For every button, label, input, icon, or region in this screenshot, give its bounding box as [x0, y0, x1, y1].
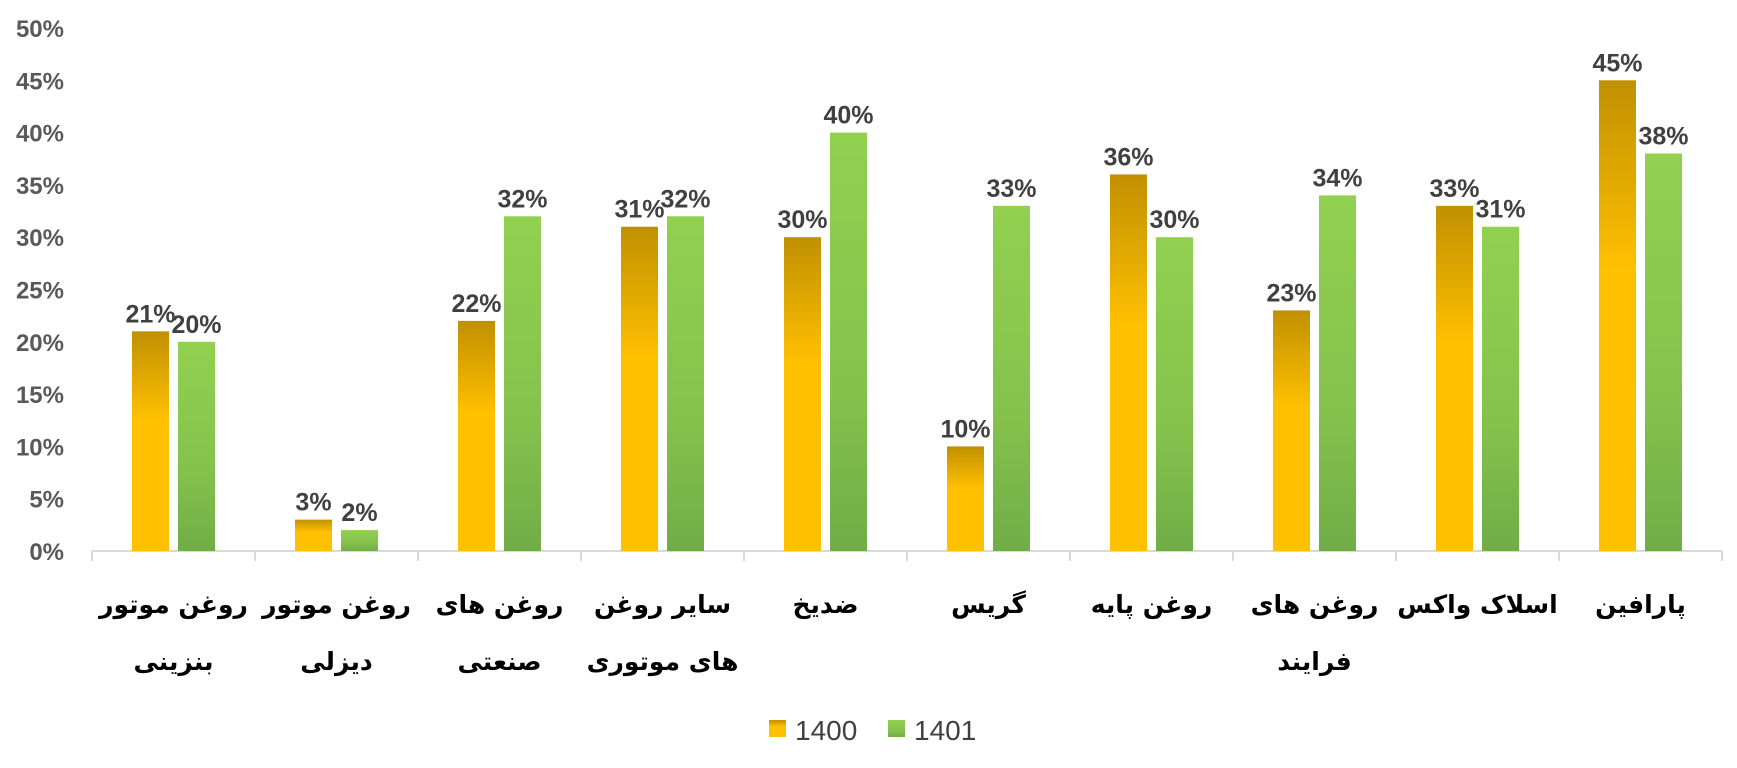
bar-1400: [947, 446, 984, 551]
data-label-1401: 31%: [1475, 196, 1525, 224]
legend: 1400 1401: [769, 715, 976, 746]
y-tick-label: 50%: [16, 16, 64, 43]
legend-swatch-1400: [769, 720, 786, 737]
x-axis: [91, 550, 1723, 561]
bar-1400: [458, 320, 495, 551]
bar-1400: [621, 226, 658, 552]
category-label: سایر روغن: [594, 590, 731, 620]
data-label-1401: 2%: [341, 499, 377, 527]
data-label-1400: 23%: [1266, 279, 1316, 307]
data-label-1400: 31%: [614, 196, 664, 224]
data-label-1401: 40%: [823, 102, 873, 130]
y-tick-label: 25%: [16, 278, 64, 305]
data-label-1400: 30%: [777, 206, 827, 234]
data-label-1400: 21%: [125, 300, 175, 328]
data-label-1400: 22%: [451, 290, 501, 318]
data-label-1401: 32%: [660, 185, 710, 213]
bar-1401: [1645, 153, 1682, 551]
bars: [132, 80, 1682, 552]
y-tick-label: 5%: [29, 487, 64, 514]
data-label-1401: 20%: [171, 311, 221, 339]
y-tick-label: 30%: [16, 225, 64, 252]
data-label-1401: 34%: [1312, 164, 1362, 192]
category-label: های موتوری: [587, 647, 739, 677]
bar-1400: [1436, 205, 1473, 551]
bar-1401: [341, 530, 378, 551]
y-tick-label: 45%: [16, 68, 64, 95]
data-label-1401: 38%: [1638, 123, 1688, 151]
data-label-1400: 3%: [295, 489, 331, 517]
category-label: فرایند: [1277, 647, 1352, 677]
category-label: گریس: [951, 590, 1026, 620]
bar-1401: [1319, 195, 1356, 552]
category-label: روغن موتور: [260, 590, 411, 620]
bar-1400: [132, 331, 169, 551]
category-label: ضدیخ: [792, 590, 858, 620]
category-label: اسلاک واکس: [1397, 590, 1557, 620]
data-label-1401: 30%: [1149, 206, 1199, 234]
data-label-1400: 36%: [1103, 143, 1153, 171]
y-tick-label: 35%: [16, 173, 64, 200]
category-label: روغن های: [436, 590, 564, 620]
y-tick-label: 40%: [16, 121, 64, 148]
y-axis: 0% 5% 10% 15% 20% 25% 30% 35% 40% 45% 50%: [16, 16, 64, 566]
data-label-1400: 33%: [1429, 175, 1479, 203]
y-tick-label: 10%: [16, 434, 64, 461]
bar-1400: [295, 519, 332, 551]
data-label-1401: 33%: [986, 175, 1036, 203]
legend-label-1400: 1400: [795, 715, 857, 746]
category-label: پارافین: [1595, 590, 1686, 620]
category-label: روغن پایه: [1091, 590, 1213, 620]
bar-1401: [178, 341, 215, 551]
category-label: صنعتی: [458, 647, 542, 676]
category-label: روغن های: [1251, 590, 1379, 620]
bar-1401: [1156, 237, 1193, 551]
category-labels: روغن موتور بنزینی روغن موتور دیزلی روغن های ص…: [97, 590, 1686, 677]
bar-1401: [993, 205, 1030, 551]
legend-swatch-1401: [888, 720, 905, 737]
data-label-1401: 32%: [497, 185, 547, 213]
legend-label-1401: 1401: [914, 715, 976, 746]
bar-1401: [667, 216, 704, 551]
bar-1400: [1599, 80, 1636, 552]
bar-1400: [1110, 174, 1147, 551]
data-label-1400: 10%: [940, 415, 990, 443]
category-label: دیزلی: [300, 647, 373, 677]
bar-1401: [504, 216, 541, 551]
data-label-1400: 45%: [1592, 49, 1642, 77]
data-labels: 21% 3% 22% 31% 30% 10% 36% 23% 33% 45% 20% 2% 32% 32%…: [125, 49, 1688, 527]
y-tick-label: 20%: [16, 330, 64, 357]
y-tick-label: 0%: [29, 539, 64, 566]
y-tick-label: 15%: [16, 382, 64, 409]
category-label: بنزینی: [133, 647, 213, 677]
category-label: روغن موتور: [97, 590, 248, 620]
bar-1401: [830, 132, 867, 551]
bar-1400: [1273, 310, 1310, 551]
bar-1401: [1482, 226, 1519, 552]
bar-1400: [784, 237, 821, 551]
